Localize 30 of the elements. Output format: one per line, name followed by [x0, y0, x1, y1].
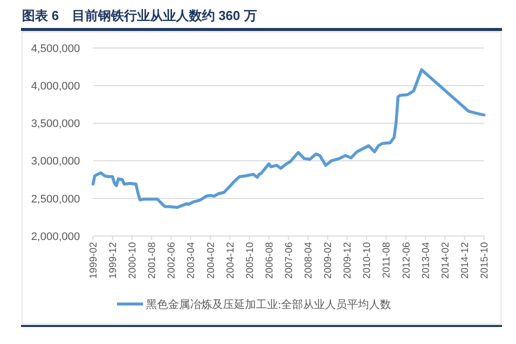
- x-tick-label: 1999-12: [108, 242, 119, 279]
- x-tick-label: 2006-08: [264, 242, 276, 279]
- x-tick-label: 2005-10: [244, 242, 256, 279]
- legend-label: 黑色金属冶炼及压延加工业:全部从业人员平均人数: [146, 298, 392, 311]
- x-tick-label: 2012-06: [401, 242, 412, 279]
- x-tick-label: 2009-12: [342, 242, 354, 279]
- x-tick-label: 2000-10: [128, 242, 139, 279]
- chart-title: 图表 6 目前钢铁行业从业人数约 360 万: [22, 8, 257, 23]
- y-tick-label: 3,500,000: [31, 118, 80, 130]
- x-tick-label: 2007-06: [284, 242, 295, 279]
- line-series: [92, 68, 486, 209]
- x-tick-label: 2011-08: [382, 242, 393, 278]
- x-tick-label: 2009-02: [323, 242, 334, 279]
- x-tick-label: 2004-12: [225, 242, 236, 279]
- x-tick-label: 2014-02: [440, 242, 452, 279]
- y-tick-label: 4,000,000: [31, 80, 80, 92]
- x-tick-label: 1999-02: [88, 242, 100, 279]
- y-tick-label: 2,500,000: [31, 193, 80, 206]
- x-tick-label: 2010-10: [362, 242, 374, 279]
- x-tick-label: 2008-04: [304, 242, 315, 279]
- x-tick-label: 2014-12: [460, 242, 471, 279]
- x-tick-label: 2013-04: [420, 242, 432, 279]
- y-tick-label: 4,500,000: [31, 42, 80, 55]
- x-tick-label: 2015-10: [480, 242, 490, 279]
- y-tick-label: 3,000,000: [31, 156, 80, 168]
- x-tick-label: 2004-02: [206, 242, 217, 279]
- x-tick-label: 2003-04: [186, 242, 198, 279]
- y-tick-label: 2,000,000: [31, 230, 80, 243]
- x-tick-label: 2002-06: [166, 242, 178, 279]
- x-tick-label: 2001-08: [147, 242, 158, 279]
